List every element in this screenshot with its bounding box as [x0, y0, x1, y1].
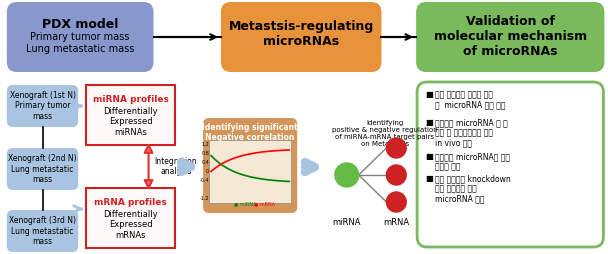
- Text: ● mRNA: ● mRNA: [254, 201, 275, 206]
- Text: Identifying significant
Negative correlation: Identifying significant Negative correla…: [202, 123, 298, 142]
- Text: 0: 0: [206, 169, 209, 174]
- Text: 전이 샘플에서 발현이 감소
한  microRNA 후보 선정: 전이 샘플에서 발현이 감소 한 microRNA 후보 선정: [435, 90, 505, 109]
- Text: -1.2: -1.2: [199, 196, 209, 201]
- Bar: [86, 188, 175, 248]
- FancyBboxPatch shape: [7, 2, 153, 72]
- Text: mRNA: mRNA: [383, 218, 409, 227]
- FancyBboxPatch shape: [417, 82, 603, 247]
- Text: ● miRNA: ● miRNA: [234, 201, 257, 206]
- Text: Xenograft (3rd N)
Lung metastatic
mass: Xenograft (3rd N) Lung metastatic mass: [9, 216, 76, 246]
- Text: Differentially
Expressed
mRNAs: Differentially Expressed mRNAs: [103, 210, 158, 240]
- FancyBboxPatch shape: [416, 2, 604, 72]
- Text: Identifying
positive & negative regulation
of miRNA-mRNA target pairs
on Metasta: Identifying positive & negative regulati…: [332, 120, 438, 147]
- Bar: [86, 85, 175, 145]
- Text: 0.4: 0.4: [201, 160, 209, 165]
- Text: miRNA: miRNA: [333, 218, 361, 227]
- Text: Integration
analysis: Integration analysis: [154, 157, 197, 176]
- Text: ■: ■: [425, 118, 433, 127]
- Text: ■: ■: [425, 152, 433, 161]
- FancyBboxPatch shape: [7, 85, 78, 127]
- Text: 타켓 유전자의 knockdown
혹은 과발현을 통한
microRNA 검증: 타켓 유전자의 knockdown 혹은 과발현을 통한 microRNA 검증: [435, 174, 511, 204]
- Text: ■: ■: [425, 90, 433, 99]
- Bar: [209, 140, 291, 203]
- FancyBboxPatch shape: [203, 118, 297, 213]
- Text: 전이관련 microRNA의 타켓
유전자 확인: 전이관련 microRNA의 타켓 유전자 확인: [435, 152, 510, 171]
- Circle shape: [387, 165, 406, 185]
- Text: Validation of
molecular mechanism
of microRNAs: Validation of molecular mechanism of mic…: [434, 15, 587, 58]
- FancyBboxPatch shape: [7, 210, 78, 252]
- FancyBboxPatch shape: [7, 148, 78, 190]
- Circle shape: [387, 138, 406, 158]
- Circle shape: [387, 192, 406, 212]
- Text: Xenograft (1st N)
Primary tumor
mass: Xenograft (1st N) Primary tumor mass: [10, 91, 75, 121]
- FancyBboxPatch shape: [221, 2, 381, 72]
- Text: -0.4: -0.4: [199, 178, 209, 183]
- Text: miRNA profiles: miRNA profiles: [93, 95, 168, 104]
- Circle shape: [335, 163, 359, 187]
- Text: Differentially
Expressed
miRNAs: Differentially Expressed miRNAs: [103, 107, 158, 137]
- Text: 전이관련 microRNA 의 과
발현 후 유방암세포의 전이
in vivo 검증: 전이관련 microRNA 의 과 발현 후 유방암세포의 전이 in vivo…: [435, 118, 508, 148]
- Text: ■: ■: [425, 174, 433, 183]
- Text: 0.8: 0.8: [201, 151, 209, 156]
- Text: 1.2: 1.2: [201, 142, 209, 147]
- Text: mRNA profiles: mRNA profiles: [94, 198, 167, 207]
- Text: PDX model: PDX model: [42, 18, 119, 31]
- Text: Xenograft (2nd N)
Lung metastatic
mass: Xenograft (2nd N) Lung metastatic mass: [8, 154, 77, 184]
- Text: Primary tumor mass
Lung metastatic mass: Primary tumor mass Lung metastatic mass: [26, 32, 134, 54]
- Text: Metastsis-regulating
microRNAs: Metastsis-regulating microRNAs: [229, 20, 374, 48]
